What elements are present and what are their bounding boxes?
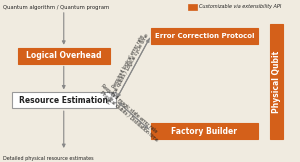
Bar [17, 48, 110, 64]
Bar [151, 28, 258, 44]
Bar [188, 4, 197, 10]
Text: Detailed physical resource estimates: Detailed physical resource estimates [3, 156, 94, 161]
Text: Resource Estimation: Resource Estimation [19, 96, 108, 105]
Bar [12, 92, 116, 108]
Text: Factory Builder: Factory Builder [171, 127, 237, 136]
Text: Error Correction Protocol: Error Correction Protocol [155, 33, 254, 39]
Text: Quantum algorithm / Quantum program: Quantum algorithm / Quantum program [3, 5, 109, 10]
Text: Physical Qubit: Physical Qubit [272, 50, 281, 113]
Text: Physical qubits / Distillation time: Physical qubits / Distillation time [99, 90, 158, 143]
Text: Customizable via extensibility API: Customizable via extensibility API [199, 4, 281, 9]
Bar [151, 123, 258, 139]
Bar [270, 24, 283, 139]
Text: Physical qubits / Logical cycle time: Physical qubits / Logical cycle time [107, 33, 150, 105]
Text: Required magic state error rate: Required magic state error rate [100, 83, 158, 134]
Text: Logical Overhead: Logical Overhead [26, 51, 101, 60]
Text: Required logical error rate: Required logical error rate [112, 34, 145, 88]
